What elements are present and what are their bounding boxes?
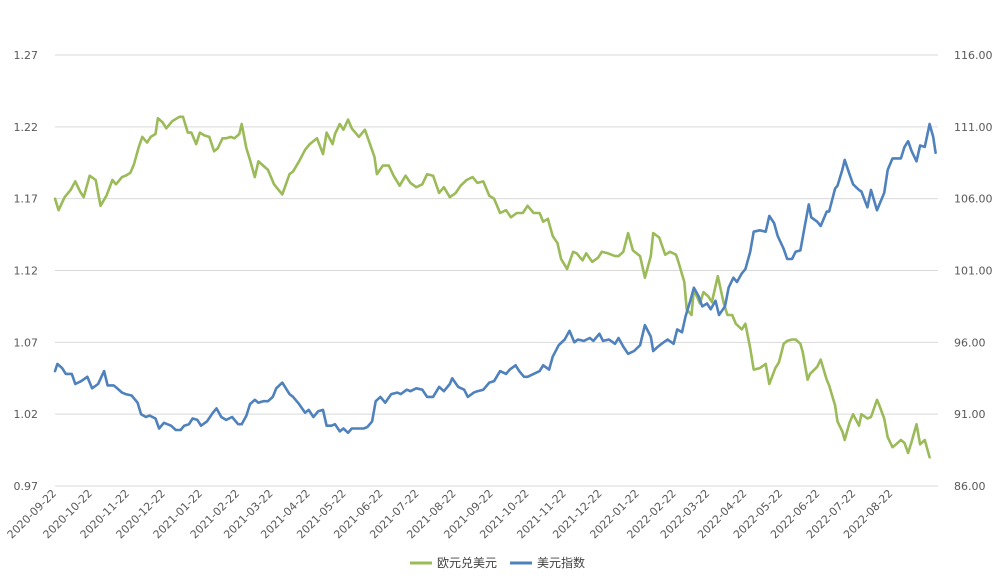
left-tick-label: 0.97 — [14, 480, 39, 493]
gridlines — [55, 54, 938, 487]
left-tick-label: 1.12 — [14, 265, 39, 278]
right-tick-label: 101.00 — [954, 265, 993, 278]
right-tick-label: 96.00 — [954, 336, 986, 349]
left-tick-label: 1.02 — [14, 408, 39, 421]
legend-label: 欧元兑美元 — [437, 556, 497, 570]
right-tick-label: 106.00 — [954, 193, 993, 206]
x-axis-tick-labels: 2020-09-222020-10-222020-11-222020-12-22… — [5, 487, 896, 541]
legend-label: 美元指数 — [537, 555, 585, 570]
series-lines — [53, 115, 937, 459]
legend: 欧元兑美元 美元指数 — [410, 555, 585, 570]
right-tick-label: 111.00 — [954, 121, 993, 134]
right-tick-label: 116.00 — [954, 49, 993, 62]
series-line-1 — [53, 115, 931, 459]
left-axis-tick-labels: 0.97 1.02 1.07 1.12 1.17 1.22 1.27 — [14, 49, 39, 493]
left-tick-label: 1.22 — [14, 121, 39, 134]
right-tick-label: 86.00 — [954, 480, 986, 493]
left-tick-label: 1.17 — [14, 193, 39, 206]
series-line-2 — [53, 122, 937, 435]
left-tick-label: 1.07 — [14, 336, 39, 349]
left-tick-label: 1.27 — [14, 49, 39, 62]
right-tick-label: 91.00 — [954, 408, 986, 421]
right-axis-tick-labels: 86.00 91.00 96.00 101.00 106.00 111.00 116.00 — [954, 49, 993, 493]
